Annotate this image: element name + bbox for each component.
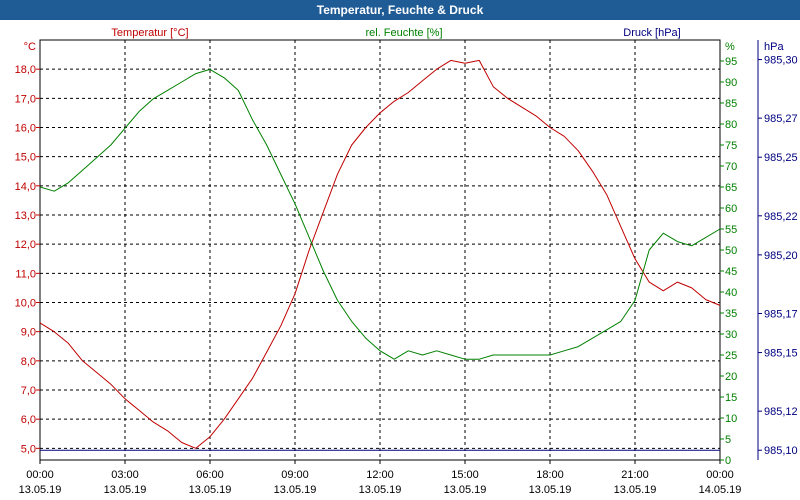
legend-temperature: Temperatur [°C] [111, 27, 188, 39]
x-tick-label-date: 13.05.19 [274, 484, 317, 496]
y-tick-label-humidity: 45 [725, 266, 737, 278]
y-tick-label-temperature: 5,0 [21, 443, 36, 455]
y-tick-label-humidity: 75 [725, 140, 737, 152]
y-tick-label-pressure: 985,12 [764, 406, 798, 418]
y-tick-label-temperature: 16,0 [15, 123, 36, 135]
y-tick-label-pressure: 985,22 [764, 211, 798, 223]
y-tick-label-humidity: 15 [725, 392, 737, 404]
y-axis-unit-pressure: hPa [764, 41, 784, 53]
x-tick-label-date: 13.05.19 [614, 484, 657, 496]
y-tick-label-humidity: 30 [725, 329, 737, 341]
x-tick-label-date: 13.05.19 [19, 484, 62, 496]
x-tick-label-time: 18:00 [536, 469, 564, 481]
x-tick-label-time: 21:00 [621, 469, 649, 481]
y-tick-label-temperature: 6,0 [21, 414, 36, 426]
window-title: Temperatur, Feuchte & Druck [0, 0, 800, 20]
y-tick-label-humidity: 5 [725, 434, 731, 446]
x-tick-label-date: 14.05.19 [699, 484, 742, 496]
y-tick-label-humidity: 40 [725, 287, 737, 299]
y-tick-label-pressure: 985,17 [764, 308, 798, 320]
x-tick-label-time: 00:00 [26, 469, 54, 481]
y-tick-label-humidity: 35 [725, 308, 737, 320]
y-tick-label-pressure: 985,25 [764, 152, 798, 164]
y-tick-label-humidity: 80 [725, 119, 737, 131]
y-axis-unit-temperature: °C [24, 41, 36, 53]
y-tick-label-temperature: 13,0 [15, 210, 36, 222]
y-tick-label-temperature: 7,0 [21, 385, 36, 397]
y-tick-label-temperature: 12,0 [15, 239, 36, 251]
y-axis-unit-humidity: % [725, 41, 735, 53]
y-tick-label-temperature: 11,0 [15, 268, 36, 280]
x-tick-label-time: 00:00 [706, 469, 734, 481]
y-tick-label-humidity: 90 [725, 77, 737, 89]
y-tick-label-humidity: 60 [725, 203, 737, 215]
y-tick-label-humidity: 0 [725, 455, 731, 467]
x-tick-label-time: 15:00 [451, 469, 479, 481]
y-tick-label-temperature: 9,0 [21, 327, 36, 339]
series-line-temperature [39, 59, 721, 449]
legend-pressure: Druck [hPa] [623, 27, 680, 39]
y-tick-label-humidity: 70 [725, 161, 737, 173]
y-tick-label-humidity: 65 [725, 182, 737, 194]
x-tick-label-time: 03:00 [111, 469, 139, 481]
x-tick-label-date: 13.05.19 [444, 484, 487, 496]
y-tick-label-humidity: 20 [725, 371, 737, 383]
y-tick-label-temperature: 14,0 [15, 181, 36, 193]
y-tick-label-humidity: 50 [725, 245, 737, 257]
y-tick-label-pressure: 985,27 [764, 113, 798, 125]
y-tick-label-pressure: 985,20 [764, 250, 798, 262]
y-tick-label-temperature: 17,0 [15, 93, 36, 105]
y-tick-label-humidity: 10 [725, 413, 737, 425]
y-tick-label-temperature: 10,0 [15, 298, 36, 310]
x-tick-label-date: 13.05.19 [189, 484, 232, 496]
y-tick-label-humidity: 95 [725, 56, 737, 68]
x-tick-label-time: 09:00 [281, 469, 309, 481]
y-tick-label-pressure: 985,15 [764, 348, 798, 360]
legend-humidity: rel. Feuchte [%] [365, 27, 442, 39]
y-tick-label-humidity: 25 [725, 350, 737, 362]
y-tick-label-humidity: 85 [725, 98, 737, 110]
y-tick-label-pressure: 985,30 [764, 55, 798, 67]
x-tick-label-date: 13.05.19 [359, 484, 402, 496]
y-tick-label-humidity: 55 [725, 224, 737, 236]
y-tick-label-pressure: 985,10 [764, 445, 798, 457]
x-tick-label-time: 06:00 [196, 469, 224, 481]
y-tick-label-temperature: 18,0 [15, 64, 36, 76]
x-tick-label-date: 13.05.19 [529, 484, 572, 496]
x-tick-label-time: 12:00 [366, 469, 394, 481]
y-tick-label-temperature: 8,0 [21, 356, 36, 368]
series-line-humidity [39, 68, 721, 360]
x-tick-label-date: 13.05.19 [104, 484, 147, 496]
y-tick-label-temperature: 15,0 [15, 152, 36, 164]
